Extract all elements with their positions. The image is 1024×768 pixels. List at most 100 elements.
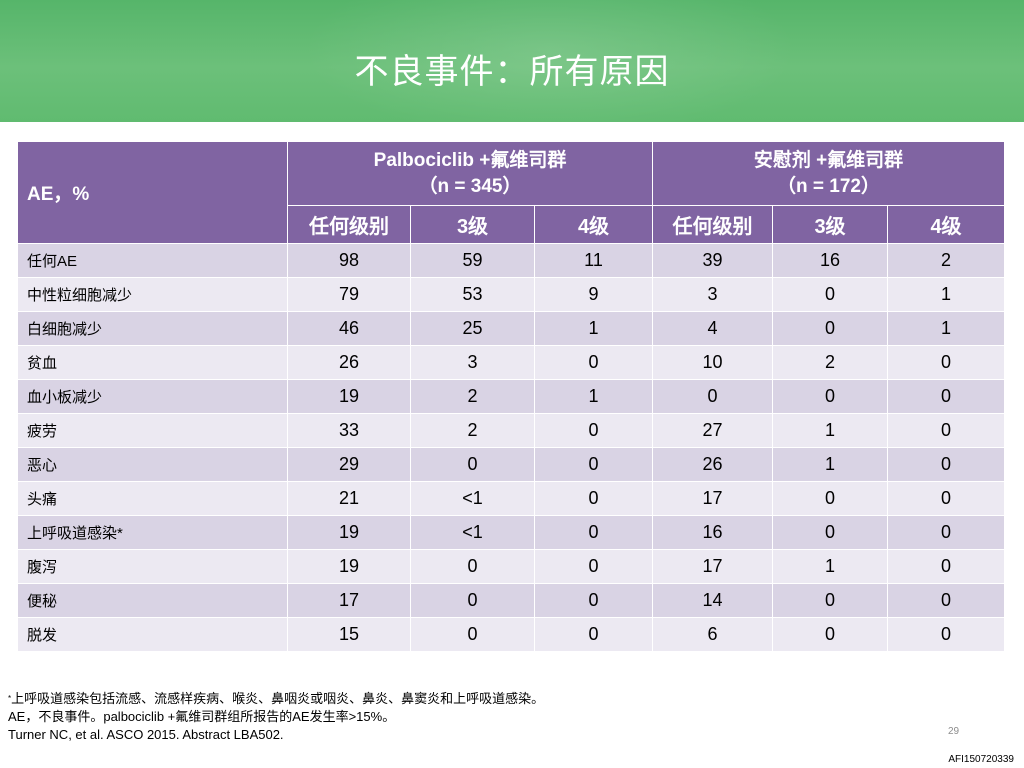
row-label: 贫血: [17, 345, 288, 380]
table-cell: 1: [887, 311, 1005, 346]
table-cell: 59: [410, 243, 535, 278]
table-cell: 10: [652, 345, 773, 380]
table-cell: 19: [287, 379, 411, 414]
table-cell: 16: [652, 515, 773, 550]
world-map-watermark: [300, 0, 800, 122]
table-cell: 53: [410, 277, 535, 312]
table-cell: 0: [887, 583, 1005, 618]
group-n: （n = 172）: [777, 175, 880, 197]
table-cell: 17: [652, 481, 773, 516]
table-cell: 0: [887, 549, 1005, 584]
subheader-grade-4: 4级: [887, 205, 1005, 244]
table-cell: 17: [652, 549, 773, 584]
table-cell: 29: [287, 447, 411, 482]
document-code: AFI150720339: [948, 754, 1014, 765]
table-cell: 0: [534, 481, 653, 516]
table-cell: 0: [652, 379, 773, 414]
table-cell: 0: [772, 277, 888, 312]
table-cell: 98: [287, 243, 411, 278]
row-label: 便秘: [17, 583, 288, 618]
table-cell: 0: [887, 413, 1005, 448]
row-label: 白细胞减少: [17, 311, 288, 346]
row-label: 恶心: [17, 447, 288, 482]
table-cell: 0: [772, 379, 888, 414]
group-name: 安慰剂 +氟维司群: [753, 149, 904, 171]
table-cell: 19: [287, 549, 411, 584]
row-label: 疲劳: [17, 413, 288, 448]
table-cell: 0: [410, 447, 535, 482]
table-row: 任何AE 98 59 11 39 16 2: [17, 243, 1005, 278]
table-row: 血小板减少 19 2 1 0 0 0: [17, 379, 1005, 414]
table-cell: <1: [410, 515, 535, 550]
row-label: 血小板减少: [17, 379, 288, 414]
table-cell: 46: [287, 311, 411, 346]
table-cell: 0: [534, 413, 653, 448]
table-row: 贫血 26 3 0 10 2 0: [17, 345, 1005, 380]
table-cell: 2: [772, 345, 888, 380]
table-cell: 33: [287, 413, 411, 448]
table-cell: 1: [772, 549, 888, 584]
table-cell: 16: [772, 243, 888, 278]
table-cell: 0: [887, 345, 1005, 380]
table-cell: 0: [887, 379, 1005, 414]
footnote-urti-text: 上呼吸道感染包括流感、流感样疾病、喉炎、鼻咽炎或咽炎、鼻炎、鼻窦炎和上呼吸道感染…: [11, 691, 545, 706]
table-row: 中性粒细胞减少 79 53 9 3 0 1: [17, 277, 1005, 312]
table-cell: 79: [287, 277, 411, 312]
group-n: （n = 345）: [418, 175, 522, 197]
table-cell: 1: [534, 311, 653, 346]
table-cell: 26: [287, 345, 411, 380]
table-cell: 2: [410, 379, 535, 414]
table-cell: 0: [534, 515, 653, 550]
subheader-grade-3: 3级: [410, 205, 535, 244]
row-label: 脱发: [17, 617, 288, 652]
table-cell: 11: [534, 243, 653, 278]
table-cell: 26: [652, 447, 773, 482]
table-cell: 21: [287, 481, 411, 516]
slide-title: 不良事件：所有原因: [354, 52, 670, 92]
table-cell: 25: [410, 311, 535, 346]
palbociclib-group-header: Palbociclib +氟维司群 （n = 345）: [287, 141, 653, 206]
table-cell: 0: [410, 617, 535, 652]
table-cell: 19: [287, 515, 411, 550]
table-cell: 0: [534, 345, 653, 380]
table-body: 任何AE 98 59 11 39 16 2 中性粒细胞减少 79 53 9 3 0 1 白细胞减少 46 25 1…: [17, 243, 1005, 652]
subheader-grade-4: 4级: [534, 205, 653, 244]
title-banner: 不良事件：所有原因: [0, 0, 1024, 122]
table-cell: 27: [652, 413, 773, 448]
table-cell: 3: [652, 277, 773, 312]
table-cell: 0: [887, 515, 1005, 550]
placebo-group-header: 安慰剂 +氟维司群 （n = 172）: [652, 141, 1005, 206]
table-cell: 0: [887, 617, 1005, 652]
table-cell: 0: [887, 447, 1005, 482]
table-cell: 0: [887, 481, 1005, 516]
table-cell: 4: [652, 311, 773, 346]
table-cell: <1: [410, 481, 535, 516]
row-label: 中性粒细胞减少: [17, 277, 288, 312]
row-label: 上呼吸道感染*: [17, 515, 288, 550]
table-cell: 0: [534, 583, 653, 618]
subheader-any-grade: 任何级别: [652, 205, 773, 244]
adverse-events-table: AE，% Palbociclib +氟维司群 （n = 345） 安慰剂 +氟维…: [17, 141, 1005, 652]
table-cell: 0: [410, 583, 535, 618]
table-cell: 14: [652, 583, 773, 618]
row-label: 任何AE: [17, 243, 288, 278]
table-cell: 0: [772, 481, 888, 516]
table-cell: 1: [772, 413, 888, 448]
footnotes: *上呼吸道感染包括流感、流感样疾病、喉炎、鼻咽炎或咽炎、鼻炎、鼻窦炎和上呼吸道感…: [8, 690, 544, 744]
table-cell: 17: [287, 583, 411, 618]
table-cell: 6: [652, 617, 773, 652]
table-cell: 1: [887, 277, 1005, 312]
table-row: 脱发 15 0 0 6 0 0: [17, 617, 1005, 652]
table-cell: 0: [534, 447, 653, 482]
page-number: 29: [948, 726, 960, 737]
table-row: 便秘 17 0 0 14 0 0: [17, 583, 1005, 618]
table-row: 头痛 21 <1 0 17 0 0: [17, 481, 1005, 516]
table-cell: 15: [287, 617, 411, 652]
table-row: 上呼吸道感染* 19 <1 0 16 0 0: [17, 515, 1005, 550]
footnote-ae-definition: AE，不良事件。palbociclib +氟维司群组所报告的AE发生率>15%。: [8, 709, 396, 724]
table-cell: 0: [772, 583, 888, 618]
table-cell: 1: [772, 447, 888, 482]
table-cell: 2: [887, 243, 1005, 278]
table-row: 疲劳 33 2 0 27 1 0: [17, 413, 1005, 448]
ae-column-header: AE，%: [17, 141, 288, 244]
